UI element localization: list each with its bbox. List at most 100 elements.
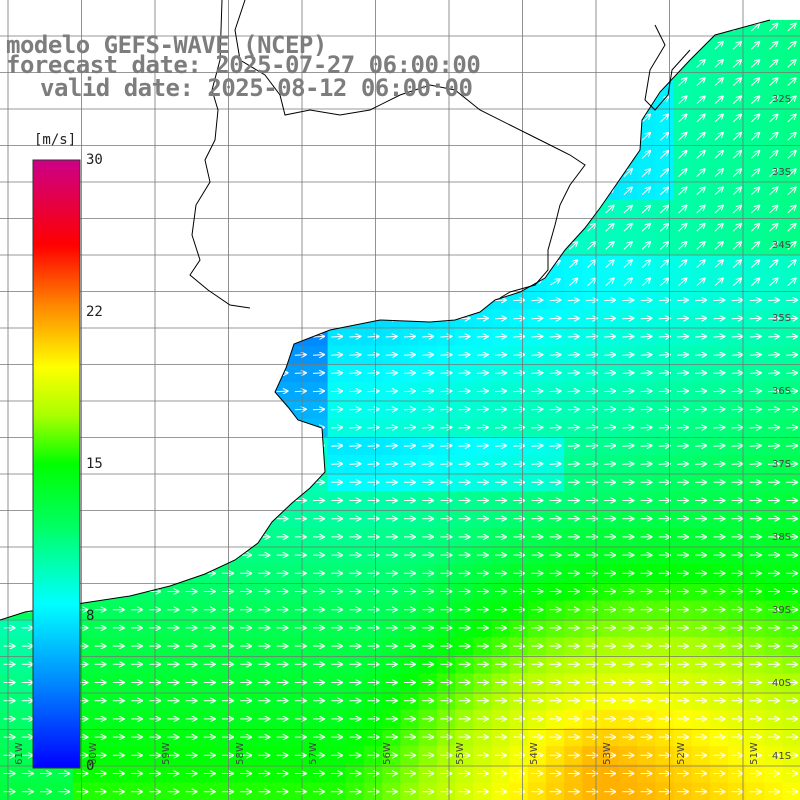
wind-vector [695,427,706,428]
wind-vector [494,300,506,301]
wind-vector [531,409,542,410]
colorbar-tick: 8 [86,608,95,624]
wind-vector [676,373,688,374]
wind-vector [458,336,470,337]
wind-vector [422,464,433,465]
lon-label: 61W [13,742,25,765]
colorbar-tick: 15 [86,456,103,472]
wind-vector [640,464,652,465]
wind-vector [331,391,342,392]
wind-vector [549,300,561,301]
wind-vector [349,391,360,392]
wind-vector [585,427,597,428]
wind-vector [494,427,506,428]
wind-vector [385,427,397,428]
wind-vector [349,409,360,410]
wind-vector [476,409,488,410]
wind-vector [403,446,415,447]
wind-vector [658,409,670,410]
wind-vector [349,427,360,428]
wind-vector [349,355,360,356]
wind-vector [585,300,597,301]
wind-vector [385,464,397,465]
wind-vector [695,446,706,447]
wind-vector [604,300,615,301]
wind-vector [786,373,797,374]
wind-vector [640,373,652,374]
wind-vector [403,336,415,337]
wind-vector [403,409,415,410]
wind-vector [731,446,743,447]
wind-vector [367,427,379,428]
wind-vector [567,318,579,319]
wind-vector [312,391,324,392]
wind-vector [385,391,397,392]
lat-label: 37S [772,459,792,470]
wind-vector [367,355,379,356]
wind-vector [476,318,488,319]
wind-vector [604,391,615,392]
wind-vector [331,355,342,356]
wind-vector [294,355,306,356]
wind-vector [713,300,724,301]
wind-vector [567,409,579,410]
wind-vector [585,355,597,356]
lon-label: 60W [87,742,99,765]
wind-vector [458,427,470,428]
wind-vector [604,427,615,428]
wind-vector [767,355,779,356]
wind-vector [458,355,470,356]
colorbar [32,159,81,769]
wind-vector [585,391,597,392]
wind-vector [640,355,652,356]
wind-vector [640,300,652,301]
wind-vector [494,391,506,392]
colorbar-unit: [m/s] [34,132,77,148]
wind-vector [604,318,615,319]
wind-vector [604,446,615,447]
wind-vector [731,318,743,319]
wind-vector [604,409,615,410]
wind-vector [604,373,615,374]
wind-vector [622,464,633,465]
lon-label: 53W [601,742,613,765]
wind-vector [713,409,724,410]
wind-vector [422,355,433,356]
wind-vector [567,355,579,356]
wind-vector [294,373,306,374]
wind-vector [622,373,633,374]
wind-vector [658,355,670,356]
wind-vector [294,391,306,392]
wind-vector [731,409,743,410]
lat-label: 39S [772,605,792,616]
valid-date: valid date: 2025-08-12 06:00:00 [40,74,473,102]
wind-vector [549,336,561,337]
wind-vector [549,427,561,428]
wind-vector [476,464,488,465]
wind-vector [440,409,451,410]
wind-vector [731,300,743,301]
wind-vector [731,427,743,428]
wind-vector [422,391,433,392]
wind-vector [422,336,433,337]
wind-vector [494,336,506,337]
wind-vector [403,391,415,392]
wind-vector [695,464,706,465]
wind-vector [422,373,433,374]
wind-vector [622,336,633,337]
wind-vector [676,464,688,465]
wind-vector [695,373,706,374]
colorbar-tick: 22 [86,304,103,320]
lat-label: 32S [772,94,792,105]
wind-vector [331,336,342,337]
wind-vector [749,427,761,428]
lon-label: 52W [675,742,687,765]
wind-vector [458,391,470,392]
wind-vector [749,391,761,392]
wind-vector [440,391,451,392]
wind-vector [422,427,433,428]
wind-vector [713,427,724,428]
wind-vector [676,446,688,447]
wind-vector [312,373,324,374]
wind-vector [549,318,561,319]
